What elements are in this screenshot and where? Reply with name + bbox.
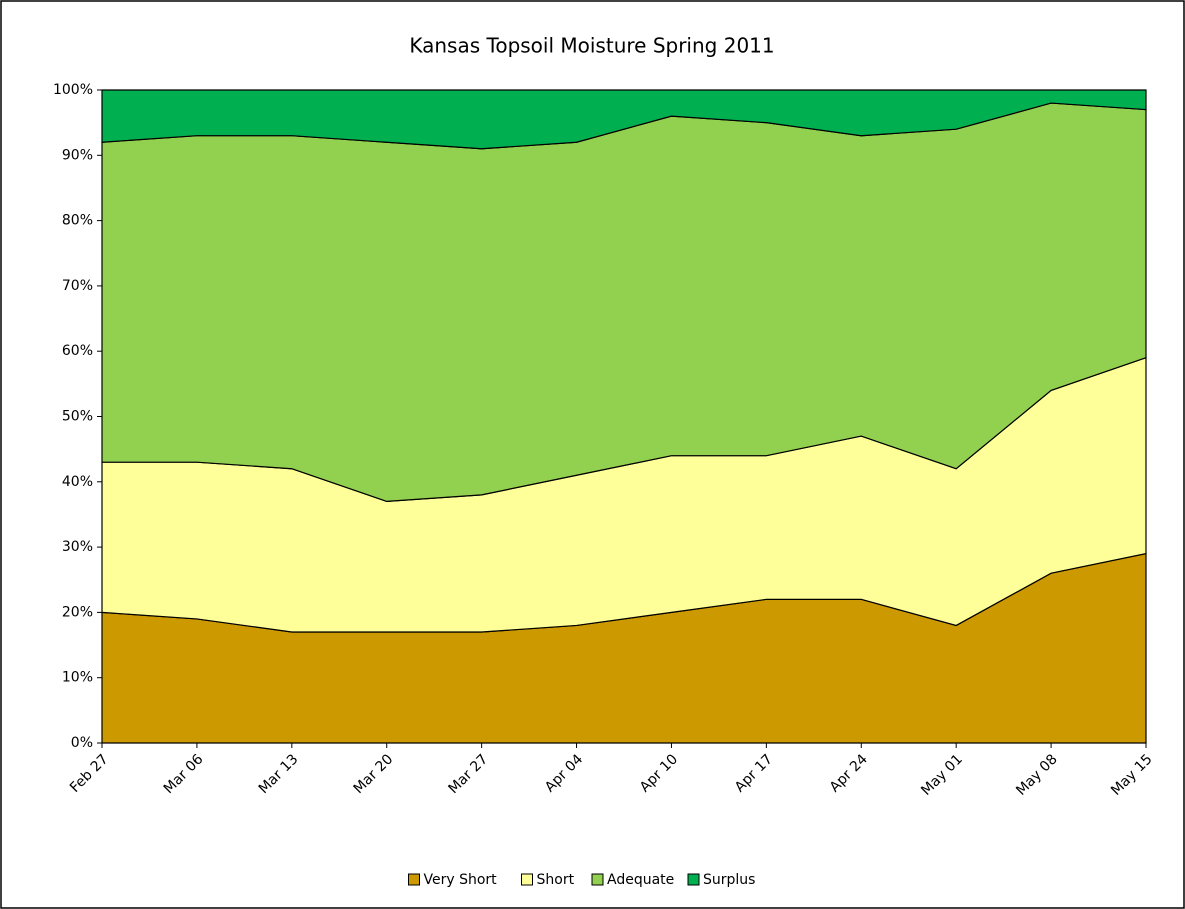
legend-label: Surplus bbox=[703, 872, 755, 888]
legend-swatch bbox=[408, 873, 420, 886]
y-tick-label: 80% bbox=[62, 213, 93, 229]
y-tick-label: 0% bbox=[71, 735, 93, 751]
legend-swatch bbox=[687, 873, 700, 886]
y-tick-label: 10% bbox=[62, 670, 93, 686]
y-tick-label: 90% bbox=[62, 147, 93, 163]
legend-swatch bbox=[521, 873, 533, 886]
y-tick-label: 60% bbox=[62, 343, 93, 359]
y-tick-label: 20% bbox=[62, 604, 93, 620]
legend-swatch bbox=[591, 873, 604, 886]
area bbox=[101, 89, 1147, 150]
legend-label: Very Short bbox=[424, 872, 498, 888]
y-tick-label: 50% bbox=[62, 409, 93, 425]
legend-label: Short bbox=[537, 872, 575, 888]
area bbox=[101, 102, 1147, 502]
legend-label: Adequate bbox=[607, 872, 674, 888]
y-tick-label: 30% bbox=[62, 539, 93, 555]
y-tick-label: 40% bbox=[62, 474, 93, 490]
chart-title: Kansas Topsoil Moisture Spring 2011 bbox=[409, 34, 774, 58]
y-tick-label: 70% bbox=[62, 278, 93, 294]
y-tick-label: 100% bbox=[53, 82, 93, 98]
